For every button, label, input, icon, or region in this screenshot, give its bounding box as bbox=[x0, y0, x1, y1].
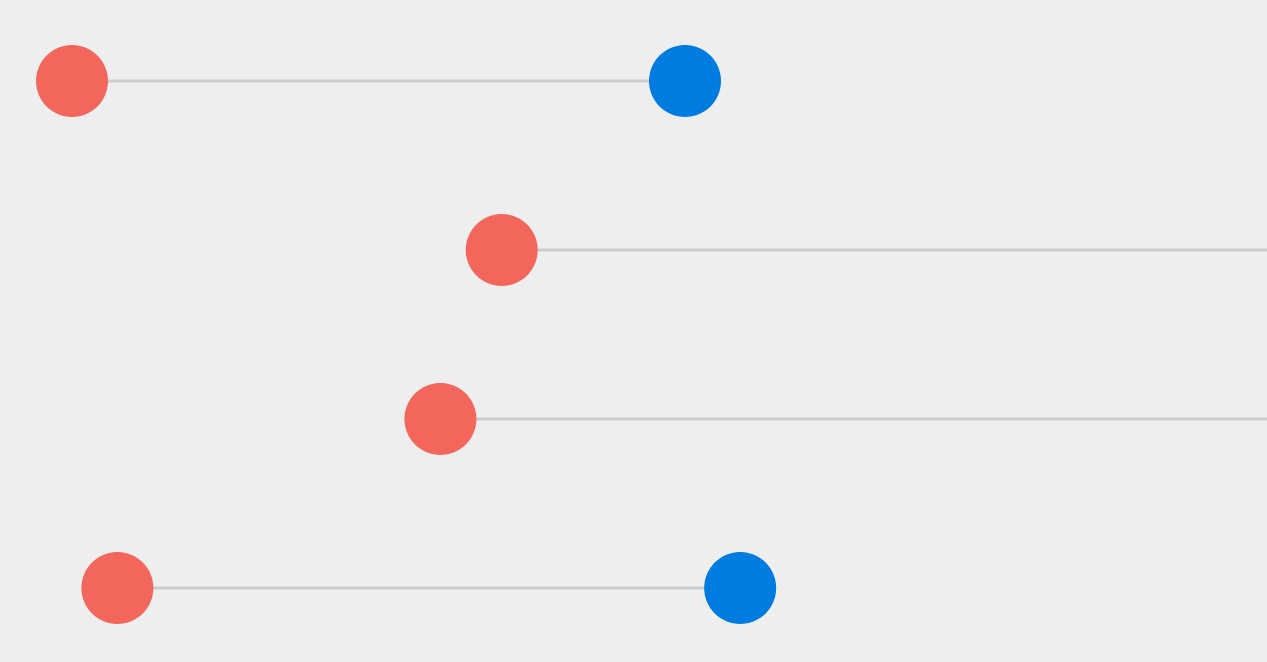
start-point-2 bbox=[465, 214, 538, 286]
start-point-3 bbox=[404, 383, 477, 455]
start-point-1 bbox=[36, 45, 108, 117]
end-point-1 bbox=[649, 45, 721, 117]
dumbbell-rows bbox=[36, 45, 1267, 624]
end-point-4 bbox=[704, 552, 777, 624]
start-point-4 bbox=[81, 552, 154, 624]
